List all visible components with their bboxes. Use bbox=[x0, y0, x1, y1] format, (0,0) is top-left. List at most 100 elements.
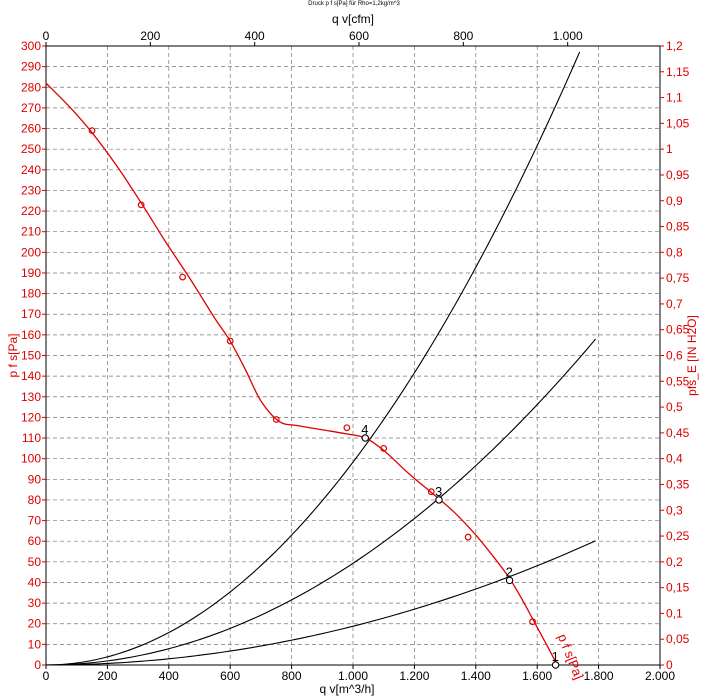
y-left-tick-label: 100 bbox=[21, 452, 41, 466]
x-top-tick-label: 1.000 bbox=[553, 29, 583, 43]
fan-curve-marker bbox=[226, 337, 234, 345]
x-bottom-tick-label: 600 bbox=[220, 669, 240, 683]
x-top-tick-label: 200 bbox=[140, 29, 160, 43]
y-left-tick-label: 0 bbox=[34, 658, 41, 672]
x-top-tick-label: 400 bbox=[245, 29, 265, 43]
x-bottom-tick-label: 200 bbox=[97, 669, 117, 683]
y-left-tick-label: 200 bbox=[21, 245, 41, 259]
operating-points: 1 2 3 4 bbox=[361, 422, 560, 669]
y-right-tick-label: 0,95 bbox=[666, 168, 690, 182]
y-left-tick-label: 50 bbox=[28, 555, 42, 569]
y-left-tick-label: 60 bbox=[28, 534, 42, 548]
y-left-tick-label: 190 bbox=[21, 266, 41, 280]
y-left-tick-label: 120 bbox=[21, 410, 41, 424]
y-right-tick-label: 0,65 bbox=[666, 323, 690, 337]
y-right-tick-label: 0,9 bbox=[666, 194, 683, 208]
x-bottom-tick-label: 1.400 bbox=[461, 669, 491, 683]
x-bottom-tick-label: 400 bbox=[159, 669, 179, 683]
y-right-tick-label: 1,15 bbox=[666, 65, 690, 79]
operating-point-label: 3 bbox=[435, 484, 442, 499]
y-right-tick-label: 0,25 bbox=[666, 529, 690, 543]
y-right-tick-label: 0,85 bbox=[666, 220, 690, 234]
fan-curve-marker bbox=[88, 127, 96, 134]
x-top-tick-label: 0 bbox=[43, 29, 50, 43]
y-left-tick-label: 70 bbox=[28, 514, 42, 528]
x-bottom-tick-label: 1.200 bbox=[399, 669, 429, 683]
fan-curve-marker bbox=[529, 618, 536, 626]
y-right-tick-label: 0,1 bbox=[666, 606, 683, 620]
x-bottom-tick-label: 2.000 bbox=[645, 669, 675, 683]
y-left-tick-label: 260 bbox=[21, 122, 41, 136]
y-left-axis-label: p f s[Pa] bbox=[6, 333, 20, 377]
operating-point-marker bbox=[551, 661, 560, 669]
y-right-tick-label: 0 bbox=[666, 658, 673, 672]
y-right-tick-label: 0,7 bbox=[666, 297, 683, 311]
y-left-tick-label: 210 bbox=[21, 225, 41, 239]
y-right-tick-label: 0,55 bbox=[666, 374, 690, 388]
fan-curve-marker bbox=[464, 533, 472, 541]
y-left-tick-label: 250 bbox=[21, 142, 41, 156]
y-right-tick-label: 1,1 bbox=[666, 91, 683, 105]
chart-title: Druck p f s[Pa] für Rho=1,2kg/m^3 bbox=[308, 1, 400, 7]
fan-curve-marker bbox=[427, 488, 435, 496]
operating-point-marker bbox=[505, 576, 514, 585]
y-left-tick-label: 110 bbox=[22, 431, 41, 445]
y-right-tick-label: 0,05 bbox=[666, 632, 690, 646]
y-left-tick-label: 20 bbox=[28, 617, 42, 631]
fan-curve-marker bbox=[343, 424, 351, 432]
y-left-tick-label: 170 bbox=[21, 307, 41, 321]
x-top-tick-label: 600 bbox=[349, 29, 369, 43]
operating-point-label: 1 bbox=[552, 649, 559, 664]
y-left-tick-label: 150 bbox=[21, 349, 41, 363]
y-right-tick-label: 0,45 bbox=[666, 426, 690, 440]
y-left-tick-label: 240 bbox=[21, 163, 41, 177]
y-left-tick-label: 10 bbox=[28, 637, 42, 651]
axes: 0102030405060708090100110120130140150160… bbox=[21, 29, 690, 683]
operating-point-label: 4 bbox=[361, 422, 368, 437]
y-right-tick-label: 0,5 bbox=[666, 400, 683, 414]
y-right-tick-label: 0,6 bbox=[666, 349, 683, 363]
y-right-tick-label: 0,35 bbox=[666, 477, 690, 491]
y-right-tick-label: 0,4 bbox=[666, 452, 683, 466]
grid bbox=[46, 46, 660, 665]
system-curve-2 bbox=[45, 338, 596, 666]
y-left-tick-label: 80 bbox=[28, 493, 42, 507]
y-right-tick-label: 1,2 bbox=[666, 39, 683, 53]
x-top-tick-label: 800 bbox=[453, 29, 473, 43]
fan-curve-marker bbox=[272, 416, 280, 423]
y-left-tick-label: 230 bbox=[21, 183, 41, 197]
fan-curve-marker bbox=[137, 201, 145, 209]
y-right-axis-label: pfs_E [IN H2O] bbox=[685, 315, 699, 396]
operating-point-label: 2 bbox=[506, 564, 513, 579]
y-right-tick-label: 0,3 bbox=[666, 503, 683, 517]
y-left-tick-label: 140 bbox=[21, 369, 41, 383]
x-bottom-tick-label: 0 bbox=[43, 669, 50, 683]
y-right-tick-label: 0,15 bbox=[666, 581, 690, 595]
axis-labels: q v[cfm] q v[m^3/h] p f s[Pa] pfs_E [IN H2O… bbox=[6, 12, 699, 696]
y-left-tick-label: 30 bbox=[28, 596, 42, 610]
x-top-axis-label: q v[cfm] bbox=[332, 12, 374, 26]
y-left-tick-label: 290 bbox=[21, 60, 41, 74]
fan-curve-label: p f s[Pa] bbox=[555, 632, 587, 682]
y-left-tick-label: 160 bbox=[21, 328, 41, 342]
y-right-tick-label: 1,05 bbox=[666, 116, 690, 130]
y-left-tick-label: 90 bbox=[28, 472, 42, 486]
y-right-tick-label: 0,2 bbox=[666, 555, 683, 569]
series: p f s[Pa] bbox=[45, 51, 596, 682]
system-curve-3 bbox=[45, 540, 596, 666]
x-bottom-tick-label: 1.800 bbox=[584, 669, 614, 683]
y-left-tick-label: 270 bbox=[21, 101, 41, 115]
x-bottom-tick-label: 1.000 bbox=[338, 669, 368, 683]
y-right-tick-label: 0,8 bbox=[666, 245, 683, 259]
y-left-tick-label: 300 bbox=[21, 39, 41, 53]
y-left-tick-label: 180 bbox=[21, 287, 41, 301]
y-left-tick-label: 130 bbox=[21, 390, 41, 404]
x-bottom-axis-label: q v[m^3/h] bbox=[320, 682, 375, 696]
system-curve-1 bbox=[45, 51, 581, 666]
y-left-tick-label: 40 bbox=[28, 575, 42, 589]
y-left-tick-label: 280 bbox=[21, 80, 41, 94]
x-bottom-tick-label: 800 bbox=[282, 669, 302, 683]
y-right-tick-label: 0,75 bbox=[666, 271, 690, 285]
y-left-tick-label: 220 bbox=[21, 204, 41, 218]
